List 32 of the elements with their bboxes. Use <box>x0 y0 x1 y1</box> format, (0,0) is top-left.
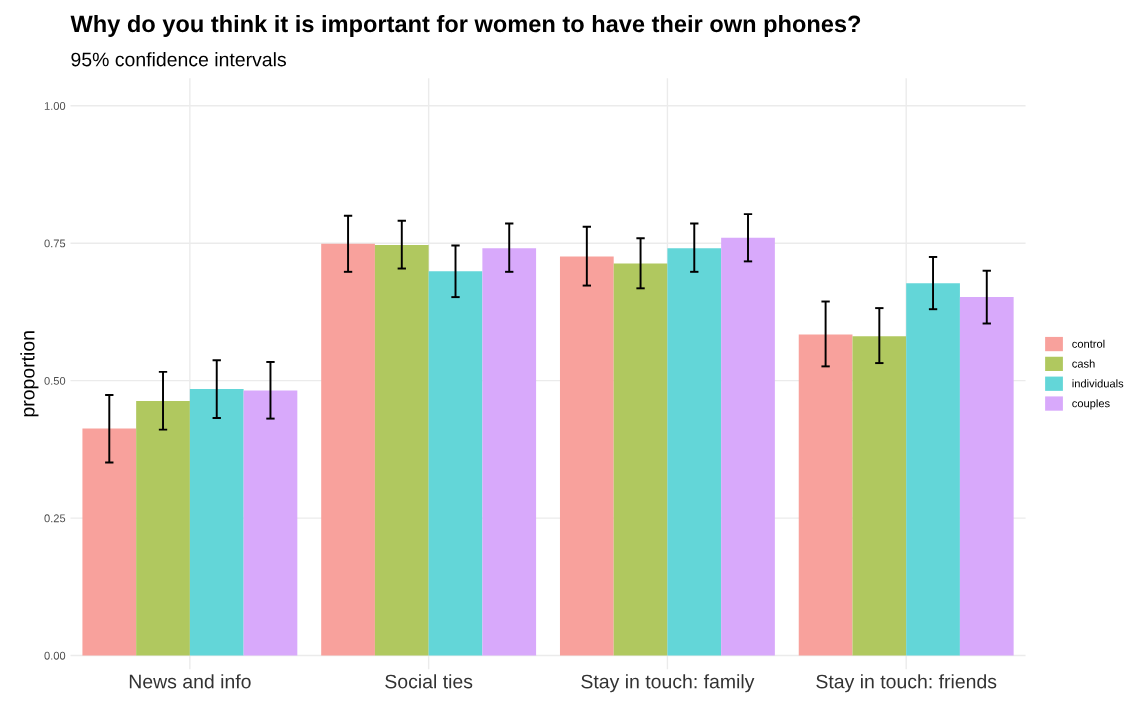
bar <box>667 248 722 656</box>
bar <box>189 388 244 656</box>
bar <box>136 401 190 656</box>
y-tick-label: 0.50 <box>44 376 66 385</box>
legend-label: couples <box>1072 399 1110 410</box>
legend-label: control <box>1072 339 1105 348</box>
y-tick-label: 0.00 <box>44 651 66 660</box>
y-tick-label: 1.00 <box>44 102 66 110</box>
bar <box>482 248 537 656</box>
x-tick-label: News and info <box>129 674 251 689</box>
bar <box>906 283 960 656</box>
x-tick-label: Stay in touch: family <box>581 674 755 693</box>
bar <box>852 336 907 656</box>
bar <box>428 271 483 656</box>
y-tick-label: 0.75 <box>44 239 66 248</box>
bar <box>721 237 775 656</box>
bar <box>321 243 375 656</box>
bar <box>243 390 298 656</box>
y-tick-label: 0.25 <box>44 514 66 523</box>
bar <box>613 263 668 656</box>
x-tick-label: Stay in touch: friends <box>816 674 997 693</box>
legend-label: cash <box>1072 359 1095 368</box>
y-axis-title: proportion <box>20 331 39 417</box>
bar <box>798 334 853 656</box>
bar <box>374 244 429 656</box>
chart-title: Why do you think it is important for women to have their own phones? <box>70 14 861 37</box>
chart-subtitle: 95% confidence intervals <box>71 52 286 67</box>
x-tick-label: Social ties <box>385 674 473 689</box>
legend-label: individuals <box>1072 379 1124 388</box>
bar <box>82 428 137 656</box>
bar <box>959 297 1014 656</box>
bar <box>559 256 614 656</box>
